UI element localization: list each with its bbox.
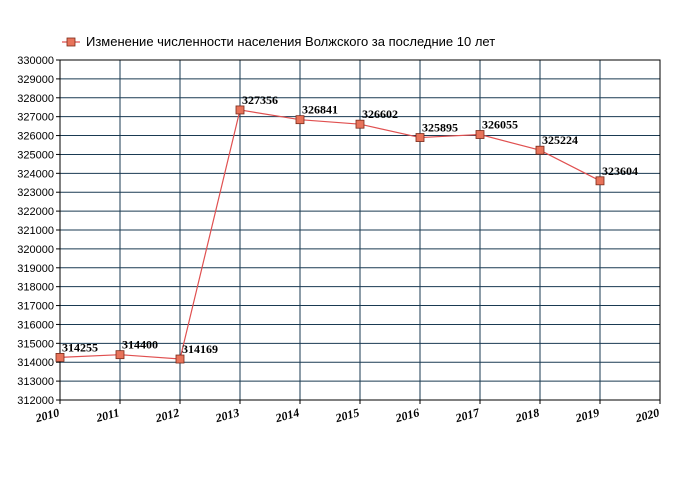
data-point-marker xyxy=(475,130,485,139)
data-point-marker xyxy=(235,105,245,115)
data-point-marker xyxy=(415,133,425,142)
y-tick-label: 329000 xyxy=(17,74,54,86)
data-labels-layer: 314255 314400 314169 327356 326841 326602 3258… xyxy=(62,93,638,356)
data-label: 314400 xyxy=(122,338,158,352)
x-tick-label: 2015 xyxy=(333,405,361,425)
series-line xyxy=(59,109,601,360)
data-point-marker xyxy=(175,354,185,364)
x-tick-label: 2017 xyxy=(453,405,482,425)
y-tick-label: 324000 xyxy=(17,168,54,180)
data-label: 314255 xyxy=(62,340,98,354)
data-point-marker xyxy=(295,115,305,125)
data-point-marker xyxy=(115,350,125,360)
chart-legend: Изменение численности населения Волжског… xyxy=(62,34,495,49)
y-tick-label: 326000 xyxy=(17,131,54,143)
data-label: 326055 xyxy=(482,118,518,132)
x-tick-label: 2011 xyxy=(94,405,121,425)
x-tick-label: 2020 xyxy=(633,405,661,425)
y-tick-label: 321000 xyxy=(17,225,54,237)
y-tick-label: 316000 xyxy=(17,319,54,331)
y-axis-ticks: 312000 313000 314000 315000 316000 317000 3180… xyxy=(17,55,60,407)
y-tick-label: 327000 xyxy=(17,112,54,124)
y-tick-label: 325000 xyxy=(17,149,54,161)
y-tick-label: 317000 xyxy=(17,301,54,313)
data-point-marker xyxy=(535,145,545,155)
data-label: 326841 xyxy=(302,103,338,117)
y-tick-label: 323000 xyxy=(17,187,54,199)
y-tick-label: 328000 xyxy=(17,93,54,105)
x-axis-ticks: 2010 2011 2012 2013 2014 2015 2016 2017 2018 2019… xyxy=(33,400,661,425)
y-tick-label: 314000 xyxy=(17,357,54,369)
y-tick-label: 319000 xyxy=(17,263,54,275)
y-tick-label: 312000 xyxy=(17,395,54,407)
x-tick-label: 2016 xyxy=(393,405,421,425)
data-point-marker xyxy=(595,176,605,186)
x-tick-label: 2012 xyxy=(153,405,181,425)
data-label: 323604 xyxy=(602,164,638,178)
x-tick-label: 2018 xyxy=(513,405,541,425)
legend-series-label: Изменение численности населения Волжског… xyxy=(86,34,495,49)
x-tick-label: 2014 xyxy=(273,405,301,425)
data-label: 325895 xyxy=(422,121,458,135)
data-label: 325224 xyxy=(542,133,578,147)
y-tick-label: 322000 xyxy=(17,206,54,218)
y-tick-label: 330000 xyxy=(17,55,54,67)
x-tick-label: 2019 xyxy=(573,405,601,425)
y-tick-label: 315000 xyxy=(17,338,54,350)
data-label: 326602 xyxy=(362,107,398,121)
series-layer xyxy=(55,105,605,364)
data-point-marker xyxy=(55,353,65,362)
legend-marker-swatch xyxy=(66,37,76,47)
x-tick-label: 2010 xyxy=(33,405,61,425)
data-point-marker xyxy=(355,119,365,129)
y-tick-label: 313000 xyxy=(17,376,54,388)
y-tick-label: 318000 xyxy=(17,282,54,294)
chart-grid xyxy=(59,59,661,401)
data-label: 314169 xyxy=(182,342,218,356)
data-label: 327356 xyxy=(242,93,278,107)
y-tick-label: 320000 xyxy=(17,244,54,256)
x-tick-label: 2013 xyxy=(213,405,241,425)
